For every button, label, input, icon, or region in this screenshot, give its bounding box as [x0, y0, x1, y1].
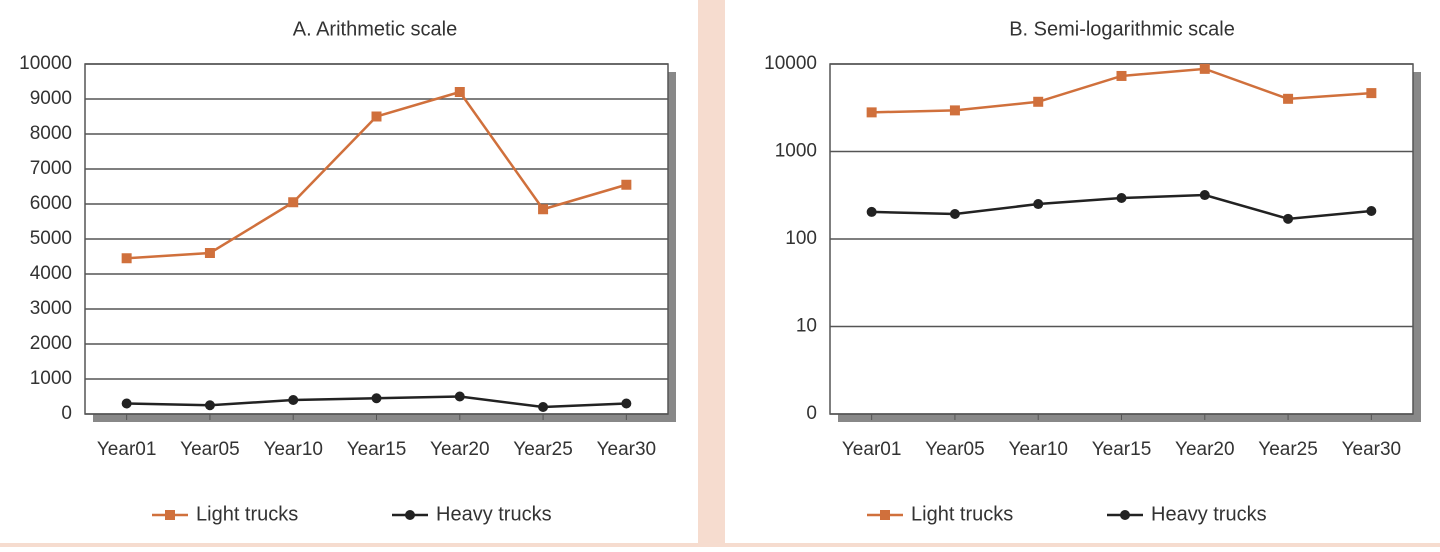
- marker: [288, 395, 299, 405]
- y-tick-label: 10000: [19, 53, 72, 74]
- marker: [1199, 190, 1210, 201]
- marker: [538, 204, 549, 215]
- marker: [288, 197, 299, 208]
- y-tick-label: 1000: [775, 141, 817, 162]
- marker: [1033, 96, 1044, 107]
- marker: [1283, 93, 1294, 104]
- legend-marker: [405, 510, 415, 520]
- chart-title: A. Arithmetic scale: [293, 18, 458, 40]
- x-tick-label: Year30: [597, 439, 657, 460]
- x-tick-label: Year15: [1092, 439, 1152, 460]
- marker: [949, 209, 960, 220]
- marker: [121, 398, 132, 409]
- y-tick-label: 7000: [30, 158, 72, 179]
- y-tick-label: 10: [796, 316, 817, 337]
- chart-title: B. Semi-logarithmic scale: [1009, 18, 1235, 40]
- legend-label: Light trucks: [196, 503, 298, 525]
- marker: [371, 111, 382, 122]
- legend-label: Light trucks: [911, 503, 1013, 525]
- x-tick-label: Year05: [180, 439, 240, 460]
- marker: [121, 253, 132, 264]
- marker: [371, 393, 382, 404]
- marker: [454, 391, 465, 402]
- x-tick-label: Year25: [513, 439, 573, 460]
- marker: [454, 87, 465, 97]
- x-tick-label: Year10: [1008, 439, 1068, 460]
- y-tick-label: 0: [806, 403, 817, 424]
- marker: [949, 105, 960, 116]
- y-tick-label: 2000: [30, 333, 72, 354]
- y-tick-label: 3000: [30, 298, 72, 319]
- y-tick-label: 8000: [30, 123, 72, 144]
- y-tick-label: 4000: [30, 263, 72, 284]
- y-tick-label: 1000: [30, 368, 72, 389]
- x-tick-label: Year05: [925, 439, 985, 460]
- marker: [1283, 213, 1294, 224]
- y-tick-label: 5000: [30, 228, 72, 249]
- x-tick-label: Year01: [842, 439, 902, 460]
- legend-marker: [165, 510, 175, 520]
- x-tick-label: Year15: [347, 439, 407, 460]
- legend-marker: [880, 510, 890, 520]
- marker: [1366, 88, 1377, 99]
- bottom-border: [0, 543, 1440, 547]
- marker: [1199, 63, 1210, 74]
- marker: [621, 398, 632, 409]
- marker: [621, 179, 632, 190]
- x-tick-label: Year10: [263, 439, 323, 460]
- marker: [538, 402, 549, 412]
- x-tick-label: Year20: [430, 439, 490, 460]
- marker: [204, 400, 215, 411]
- x-tick-label: Year01: [97, 439, 157, 460]
- marker: [1366, 205, 1377, 216]
- y-tick-label: 10000: [764, 53, 817, 74]
- y-tick-label: 6000: [30, 193, 72, 214]
- y-tick-label: 100: [785, 228, 817, 249]
- y-tick-label: 9000: [30, 88, 72, 109]
- x-tick-label: Year20: [1175, 439, 1235, 460]
- marker: [204, 248, 215, 258]
- legend-label: Heavy trucks: [436, 503, 552, 525]
- x-tick-label: Year30: [1342, 439, 1402, 460]
- divider: [698, 0, 725, 547]
- y-tick-label: 0: [61, 403, 72, 424]
- legend-marker: [1120, 510, 1130, 520]
- marker: [1116, 70, 1127, 81]
- marker: [1116, 193, 1127, 204]
- x-tick-label: Year25: [1258, 439, 1318, 460]
- marker: [866, 206, 877, 217]
- marker: [1033, 199, 1044, 210]
- legend-label: Heavy trucks: [1151, 503, 1267, 525]
- marker: [866, 107, 877, 118]
